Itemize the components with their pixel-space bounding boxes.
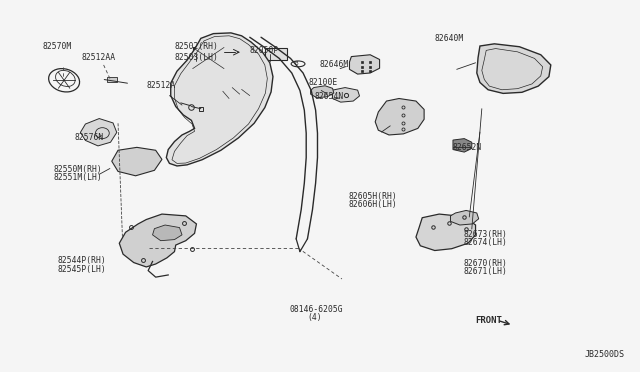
Text: 82670(RH): 82670(RH) bbox=[463, 259, 507, 268]
Text: 82654N: 82654N bbox=[315, 92, 344, 101]
Text: 82512AA: 82512AA bbox=[82, 53, 116, 62]
Text: 82673(RH): 82673(RH) bbox=[463, 230, 507, 238]
Text: (4): (4) bbox=[307, 313, 322, 322]
Text: 82606H(LH): 82606H(LH) bbox=[348, 201, 397, 209]
Text: 82671(LH): 82671(LH) bbox=[463, 267, 507, 276]
Text: 82646M: 82646M bbox=[320, 61, 349, 70]
Text: 82050P: 82050P bbox=[250, 46, 279, 55]
Text: 82100E: 82100E bbox=[308, 78, 338, 87]
Text: 82550M(RH): 82550M(RH) bbox=[54, 165, 102, 174]
Text: JB2500DS: JB2500DS bbox=[584, 350, 624, 359]
Text: 82652N: 82652N bbox=[453, 143, 482, 152]
Text: 82640M: 82640M bbox=[434, 34, 463, 43]
Text: 82502(RH): 82502(RH) bbox=[175, 42, 218, 51]
Polygon shape bbox=[349, 55, 380, 74]
Text: 08146-6205G: 08146-6205G bbox=[290, 305, 344, 314]
Text: 82570M: 82570M bbox=[42, 42, 72, 51]
Text: 82674(LH): 82674(LH) bbox=[463, 238, 507, 247]
Polygon shape bbox=[166, 33, 273, 166]
Polygon shape bbox=[416, 214, 476, 250]
Text: 82544P(RH): 82544P(RH) bbox=[58, 256, 107, 265]
Text: 82503(LH): 82503(LH) bbox=[175, 53, 218, 62]
Polygon shape bbox=[310, 86, 334, 98]
Text: 82512A: 82512A bbox=[147, 81, 176, 90]
Polygon shape bbox=[453, 139, 472, 152]
FancyBboxPatch shape bbox=[265, 48, 287, 60]
Polygon shape bbox=[81, 119, 116, 146]
Text: 82545P(LH): 82545P(LH) bbox=[58, 264, 107, 274]
Text: B: B bbox=[294, 61, 298, 66]
Polygon shape bbox=[119, 214, 196, 267]
Polygon shape bbox=[333, 87, 360, 102]
Text: FRONT: FRONT bbox=[476, 316, 502, 325]
FancyBboxPatch shape bbox=[193, 48, 224, 68]
Polygon shape bbox=[477, 44, 551, 93]
Polygon shape bbox=[112, 147, 162, 176]
Polygon shape bbox=[152, 225, 182, 241]
Polygon shape bbox=[107, 77, 116, 82]
Polygon shape bbox=[451, 211, 479, 225]
Polygon shape bbox=[375, 99, 424, 135]
Text: 82551M(LH): 82551M(LH) bbox=[54, 173, 102, 183]
Text: 82605H(RH): 82605H(RH) bbox=[348, 192, 397, 201]
Text: 82576N: 82576N bbox=[74, 134, 104, 142]
